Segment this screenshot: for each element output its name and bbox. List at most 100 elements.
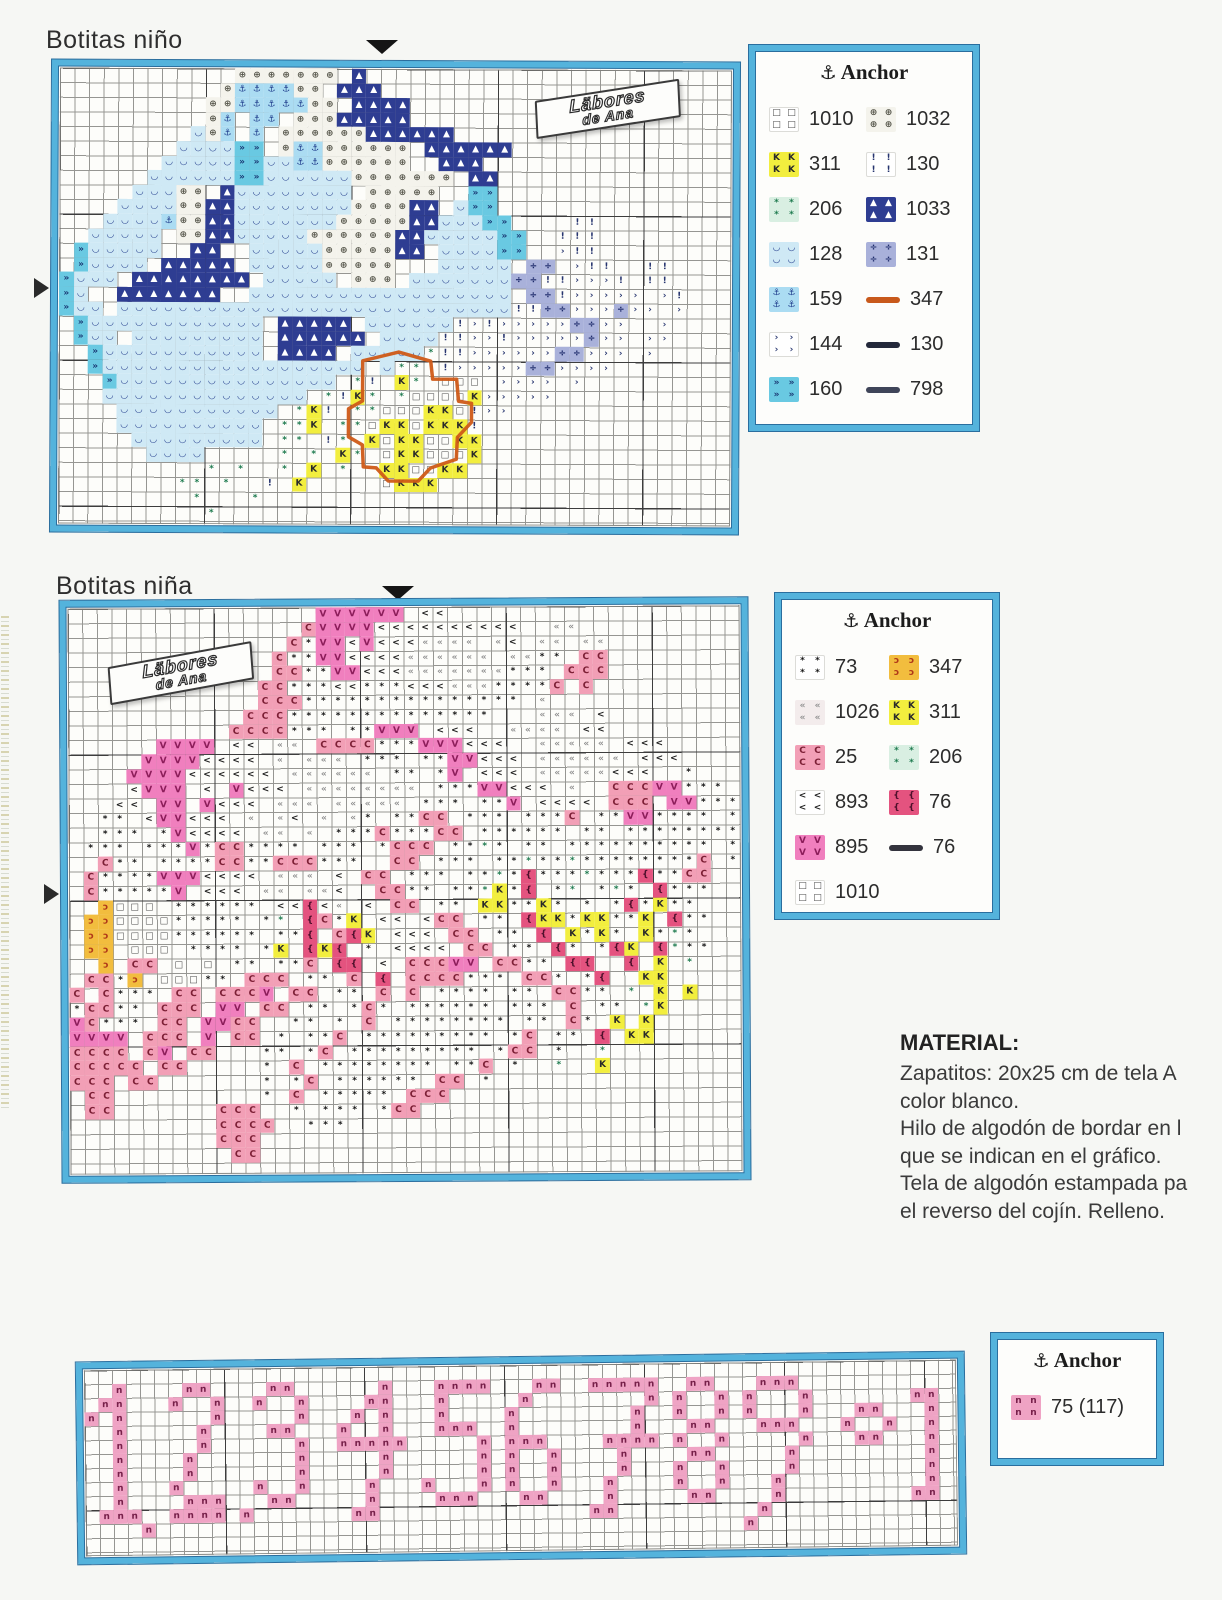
stitch-cell: < [203, 784, 211, 795]
swatch-glyph: { [908, 803, 915, 814]
swatch-glyph: ▲ [885, 197, 892, 208]
stitch-cell: * [425, 1061, 430, 1072]
legend-entry: ⚓ ⚓ ⚓ ⚓ 159 [769, 277, 866, 322]
stitch-cell: C [98, 987, 114, 1003]
legend-entry: □ □ □ □ 1010 [795, 870, 889, 915]
stitch-cell: □ [130, 931, 140, 942]
stitch-cell: * [282, 420, 288, 431]
stitch-cell: « [291, 740, 298, 751]
stitch-cell: ◡ [117, 301, 132, 316]
legend-column: n n n n 75 (117) [1011, 1385, 1147, 1430]
stitch-cell: < [509, 783, 518, 794]
stitch-cell: * [103, 1018, 109, 1030]
stitch-cell: ◡ [277, 360, 293, 376]
stitch-cell: C [433, 811, 449, 826]
stitch-cell: C [84, 1090, 100, 1105]
stitch-cell: V [170, 754, 186, 769]
stitch-cell: V [681, 795, 697, 810]
stitch-cell: ◡ [423, 317, 439, 332]
stitch-cell: n [602, 1433, 617, 1448]
stitch-cell: « [510, 724, 517, 735]
stitch-cell: C [84, 973, 99, 989]
stitch-cell: < [377, 623, 386, 634]
stitch-cell: ◡ [394, 346, 410, 361]
stitch-cell: * [584, 899, 590, 910]
anchor-wordmark: ⚓ Anchor [991, 1348, 1163, 1373]
stitch-cell: ⊕ [322, 112, 338, 128]
stitch-cell: ◡ [233, 316, 249, 332]
stitch-cell: › [677, 305, 682, 316]
swatch-glyph: * [815, 655, 820, 666]
swatch-glyph: < [813, 790, 822, 801]
stitch-cell: C [99, 1104, 114, 1120]
stitch-cell: * [467, 783, 473, 794]
stitch-cell: ⊕ [336, 127, 352, 142]
stitch-cell: C [157, 1002, 172, 1017]
stitch-cell: < [232, 770, 241, 781]
stitch-cell: ▲ [468, 171, 483, 187]
stitch-cell: › [589, 305, 594, 316]
stitch-cell: ◡ [438, 302, 454, 318]
stitch-cell: * [306, 653, 311, 664]
stitch-cell: « [321, 813, 327, 824]
stitch-cell: C [316, 738, 331, 754]
stitch-cell: ◡ [278, 185, 293, 200]
stitch-cell: ⊕ [293, 68, 309, 84]
stitch-cell: ◡ [189, 418, 205, 434]
stitch-cell: C [434, 1088, 450, 1104]
material-line: que se indican en el gráfico. [900, 1144, 1162, 1168]
stitch-cell: K [477, 898, 493, 914]
stitch-cell: * [526, 841, 531, 852]
stitch-cell: ◡ [102, 330, 118, 346]
stitch-cell: ▲ [337, 112, 352, 128]
stitch-cell: n [630, 1419, 645, 1434]
stitch-cell: { [653, 941, 668, 956]
stitch-cell: ◡ [190, 316, 205, 331]
stitch-cell: C [375, 986, 391, 1002]
stitch-cell: n [462, 1379, 477, 1394]
stitch-cell: ◡ [205, 141, 221, 156]
stitch-cell: ◡ [248, 404, 263, 419]
stitch-cell: ▲ [161, 257, 176, 273]
thread-legend-nina: ⚓ Anchor * * * * 73 ««««1026 C C C C 25 < < < <893 V V V V 89… [774, 592, 1000, 920]
stitch-cell: ◡ [307, 302, 322, 317]
legend-column: □ □ □ □ 1010 K K K K 311 * * * * 206 ◡ ◡ ◡ ◡ 128 ⚓ ⚓ ⚓ ⚓ 159 › › › ›… [769, 97, 866, 412]
swatch-glyph: › [789, 332, 794, 343]
stitch-cell: < [421, 681, 430, 692]
swatch-glyph: { [908, 790, 915, 801]
stitch-cell: ▲ [306, 331, 322, 346]
stitch-cell: « [466, 666, 473, 677]
stitch-cell: ⊕ [220, 97, 235, 113]
stitch-cell: C [565, 985, 581, 1001]
stitch-cell: › [501, 363, 506, 374]
stitch-cell: { [332, 957, 347, 973]
stitch-cell: * [234, 959, 240, 970]
swatch-glyph: < [813, 803, 822, 814]
symbol-swatch: < < < < [795, 790, 825, 815]
stitch-cell: ◡ [365, 302, 381, 318]
stitch-cell: ◡ [277, 374, 293, 390]
stitch-cell: * [584, 826, 590, 837]
stitch-cell: * [671, 826, 677, 837]
stitch-cell: < [348, 638, 357, 649]
swatch-glyph: □ [772, 107, 781, 118]
stitch-cell: « [277, 872, 284, 883]
stitch-cell: □ [382, 406, 392, 417]
stitch-cell: n [196, 1382, 211, 1397]
stitch-cell: * [296, 406, 302, 417]
stitch-cell: n [924, 1429, 939, 1445]
stitch-cell: ◡ [102, 272, 118, 287]
stitch-cell: * [554, 651, 560, 662]
stitch-cell: › [531, 348, 535, 359]
stitch-cell: * [556, 1031, 562, 1042]
stitch-cell: ◡ [423, 331, 439, 347]
stitch-cell: * [424, 1002, 430, 1013]
stitch-cell: C [302, 957, 318, 973]
stitch-cell: n [798, 1389, 813, 1404]
stitch-cell: * [428, 348, 434, 359]
stitch-cell: * [453, 856, 458, 867]
stitch-cell: * [496, 798, 502, 809]
material-line: color blanco. [900, 1089, 1020, 1113]
stitch-cell: C [84, 1017, 99, 1032]
stitch-cell: C [287, 855, 303, 871]
